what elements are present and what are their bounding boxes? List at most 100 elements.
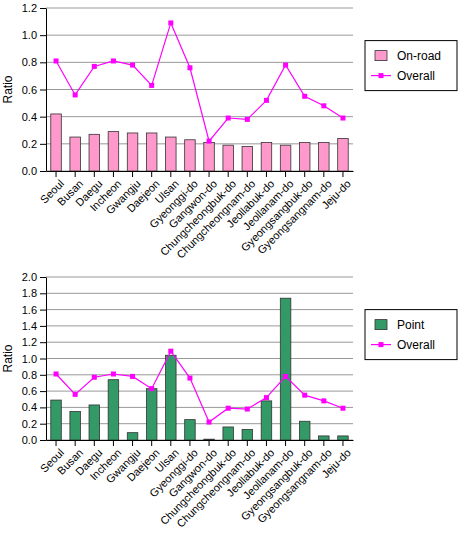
legend-marker xyxy=(379,342,384,347)
tick-mark xyxy=(228,440,229,446)
marker xyxy=(264,98,269,103)
bar xyxy=(166,137,177,171)
marker xyxy=(130,63,135,68)
tick: 2.0 xyxy=(22,271,46,283)
tick-mark xyxy=(40,144,46,145)
marker xyxy=(283,63,288,68)
marker xyxy=(111,371,116,376)
bar xyxy=(204,439,215,440)
tick-label: Gyeongsangnam-do xyxy=(255,177,334,256)
tick-mark xyxy=(94,171,95,177)
tick-mark xyxy=(132,171,133,177)
tick-label: 0.2 xyxy=(22,138,37,150)
marker xyxy=(226,116,231,121)
tick-mark xyxy=(56,440,57,446)
bar xyxy=(261,142,272,171)
bar xyxy=(185,140,196,171)
bar xyxy=(319,142,330,171)
bar xyxy=(89,134,100,171)
axis-line xyxy=(47,171,354,172)
tick-mark xyxy=(132,440,133,446)
tick-mark xyxy=(75,171,76,177)
tick-label: 1.2 xyxy=(22,2,37,14)
bar xyxy=(70,137,81,171)
tick-mark xyxy=(266,171,267,177)
tick-mark xyxy=(40,440,46,441)
tick-mark xyxy=(40,8,46,9)
grid-line xyxy=(46,342,353,343)
tick-mark xyxy=(323,171,324,177)
marker xyxy=(73,392,78,397)
tick: 0.0 xyxy=(22,434,46,446)
bar xyxy=(223,427,234,440)
bar xyxy=(51,114,62,171)
bar xyxy=(146,389,157,440)
bar xyxy=(280,298,291,440)
tick: 1.2 xyxy=(22,336,46,348)
tick: 1.8 xyxy=(22,287,46,299)
tick-mark xyxy=(40,90,46,91)
tick-mark xyxy=(40,62,46,63)
tick-mark xyxy=(266,440,267,446)
x-axis: SeoulBusanDaeguIncheonGwangjuDaejeonUlsa… xyxy=(38,171,354,261)
tick-mark xyxy=(304,440,305,446)
grid xyxy=(46,277,353,440)
marker xyxy=(111,58,116,63)
bar xyxy=(51,400,62,440)
bar xyxy=(89,405,100,440)
tick-label: 0.6 xyxy=(22,385,37,397)
tick-mark xyxy=(151,171,152,177)
legend-label: Point xyxy=(397,318,425,332)
line xyxy=(56,23,343,141)
tick-mark xyxy=(40,35,46,36)
legend-frame xyxy=(365,41,457,91)
tick-mark xyxy=(247,440,248,446)
tick-label: Jeju-do xyxy=(319,446,353,480)
legend: PointOverall xyxy=(365,310,457,360)
y-axis: 0.00.20.40.60.81.01.2 xyxy=(22,2,47,177)
tick: Gyeongsangnam-do xyxy=(255,440,334,525)
tick-mark xyxy=(285,171,286,177)
tick-mark xyxy=(40,424,46,425)
bars xyxy=(51,114,348,171)
bar xyxy=(127,433,138,440)
tick-label: 0.4 xyxy=(22,111,37,123)
axis-line xyxy=(46,278,47,441)
tick: 0.0 xyxy=(22,165,46,177)
tick-mark xyxy=(151,440,152,446)
tick-mark xyxy=(40,391,46,392)
axis-line xyxy=(46,9,47,172)
tick-label: 1.2 xyxy=(22,336,37,348)
tick-mark xyxy=(40,171,46,172)
bar xyxy=(299,421,310,440)
tick-mark xyxy=(40,293,46,294)
figure: 0.00.20.40.60.81.01.2SeoulBusanDaeguInch… xyxy=(0,0,465,538)
tick-mark xyxy=(40,277,46,278)
bar xyxy=(204,142,215,171)
marker xyxy=(245,407,250,412)
tick-mark xyxy=(209,171,210,177)
legend-label: On-road xyxy=(397,49,441,63)
tick-mark xyxy=(40,342,46,343)
tick-label: Gyeongsangnam-do xyxy=(255,446,334,525)
tick: Gyeongsangnam-do xyxy=(255,171,334,256)
tick-mark xyxy=(40,310,46,311)
tick-label: Chungcheongbuk-do xyxy=(158,177,239,258)
tick-mark xyxy=(304,171,305,177)
legend-label: Overall xyxy=(397,69,435,83)
tick: 1.0 xyxy=(22,353,46,365)
marker xyxy=(207,420,212,425)
marker xyxy=(207,139,212,144)
bar xyxy=(70,411,81,440)
bar xyxy=(166,355,177,440)
y-axis: 0.00.20.40.60.81.01.21.41.61.82.0 xyxy=(22,271,47,446)
tick-mark xyxy=(170,171,171,177)
marker xyxy=(321,103,326,108)
axis-title: Ratio xyxy=(1,75,15,103)
marker xyxy=(149,386,154,391)
tick-label: 0.4 xyxy=(22,401,37,413)
tick-mark xyxy=(113,171,114,177)
legend-swatch xyxy=(375,51,387,61)
tick-label: 0.2 xyxy=(22,418,37,430)
tick: 1.4 xyxy=(22,320,46,332)
